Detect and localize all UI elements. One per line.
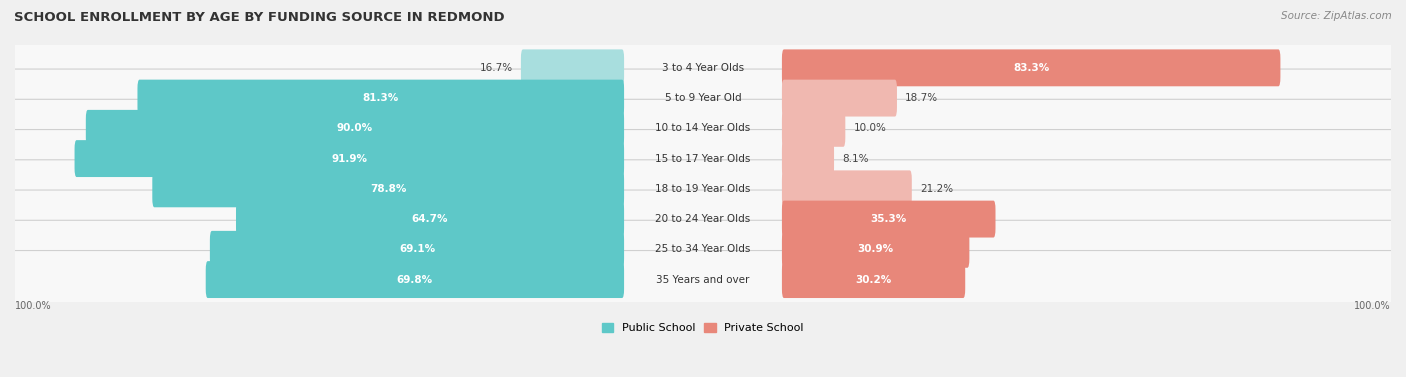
Text: Source: ZipAtlas.com: Source: ZipAtlas.com [1281,11,1392,21]
Text: 64.7%: 64.7% [412,214,449,224]
Text: 90.0%: 90.0% [337,123,373,133]
FancyBboxPatch shape [11,99,1395,157]
FancyBboxPatch shape [11,220,1395,278]
Text: 100.0%: 100.0% [15,301,52,311]
FancyBboxPatch shape [138,80,624,116]
FancyBboxPatch shape [782,110,845,147]
FancyBboxPatch shape [11,160,1395,218]
Text: 69.8%: 69.8% [396,274,433,285]
Text: 30.2%: 30.2% [855,274,891,285]
FancyBboxPatch shape [11,251,1395,309]
Text: 3 to 4 Year Olds: 3 to 4 Year Olds [662,63,744,73]
Text: 8.1%: 8.1% [842,153,869,164]
FancyBboxPatch shape [782,49,1281,86]
Text: 100.0%: 100.0% [1354,301,1391,311]
Text: 5 to 9 Year Old: 5 to 9 Year Old [665,93,741,103]
Text: 30.9%: 30.9% [858,244,894,254]
Legend: Public School, Private School: Public School, Private School [598,319,808,338]
Text: SCHOOL ENROLLMENT BY AGE BY FUNDING SOURCE IN REDMOND: SCHOOL ENROLLMENT BY AGE BY FUNDING SOUR… [14,11,505,24]
FancyBboxPatch shape [520,49,624,86]
Text: 10 to 14 Year Olds: 10 to 14 Year Olds [655,123,751,133]
Text: 16.7%: 16.7% [479,63,513,73]
FancyBboxPatch shape [205,261,624,298]
FancyBboxPatch shape [11,190,1395,248]
Text: 91.9%: 91.9% [332,153,367,164]
Text: 69.1%: 69.1% [399,244,434,254]
FancyBboxPatch shape [209,231,624,268]
Text: 10.0%: 10.0% [853,123,886,133]
FancyBboxPatch shape [75,140,624,177]
Text: 15 to 17 Year Olds: 15 to 17 Year Olds [655,153,751,164]
Text: 20 to 24 Year Olds: 20 to 24 Year Olds [655,214,751,224]
Text: 78.8%: 78.8% [370,184,406,194]
FancyBboxPatch shape [11,130,1395,188]
FancyBboxPatch shape [152,170,624,207]
Text: 18 to 19 Year Olds: 18 to 19 Year Olds [655,184,751,194]
FancyBboxPatch shape [782,140,834,177]
Text: 21.2%: 21.2% [920,184,953,194]
Text: 35.3%: 35.3% [870,214,907,224]
Text: 25 to 34 Year Olds: 25 to 34 Year Olds [655,244,751,254]
Text: 83.3%: 83.3% [1014,63,1049,73]
FancyBboxPatch shape [782,261,966,298]
FancyBboxPatch shape [782,201,995,238]
FancyBboxPatch shape [11,69,1395,127]
FancyBboxPatch shape [782,170,912,207]
FancyBboxPatch shape [782,80,897,116]
Text: 18.7%: 18.7% [905,93,938,103]
FancyBboxPatch shape [236,201,624,238]
FancyBboxPatch shape [11,39,1395,97]
FancyBboxPatch shape [782,231,969,268]
Text: 81.3%: 81.3% [363,93,399,103]
FancyBboxPatch shape [86,110,624,147]
Text: 35 Years and over: 35 Years and over [657,274,749,285]
